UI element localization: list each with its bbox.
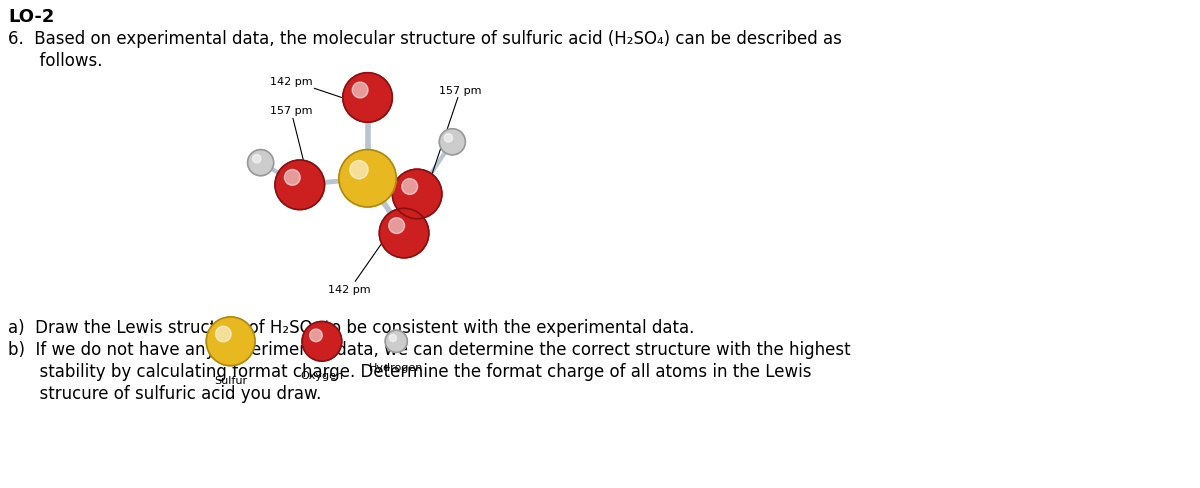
Text: 142 pm: 142 pm xyxy=(270,76,364,106)
Circle shape xyxy=(444,134,452,143)
Circle shape xyxy=(216,326,232,342)
Text: 142 pm: 142 pm xyxy=(329,221,397,295)
Circle shape xyxy=(379,209,428,258)
Text: 157 pm: 157 pm xyxy=(270,106,312,172)
Text: b)  If we do not have any experimental data, we can determine the correct struct: b) If we do not have any experimental da… xyxy=(8,340,851,358)
Circle shape xyxy=(338,150,396,207)
Circle shape xyxy=(439,129,466,156)
Circle shape xyxy=(284,170,300,186)
Circle shape xyxy=(310,329,323,342)
Circle shape xyxy=(275,161,324,210)
Text: Hydrogen: Hydrogen xyxy=(370,362,424,372)
Circle shape xyxy=(389,335,396,342)
Circle shape xyxy=(352,83,368,99)
Text: Oxygen: Oxygen xyxy=(300,370,343,381)
Text: a)  Draw the Lewis structure of H₂SO₄ to be consistent with the experimental dat: a) Draw the Lewis structure of H₂SO₄ to … xyxy=(8,318,695,336)
Text: Sulfur: Sulfur xyxy=(214,375,247,385)
Text: strucure of sulfuric acid you draw.: strucure of sulfuric acid you draw. xyxy=(8,384,322,402)
Circle shape xyxy=(252,155,260,163)
Circle shape xyxy=(343,74,392,123)
Circle shape xyxy=(247,150,274,176)
Text: follows.: follows. xyxy=(8,52,102,70)
Circle shape xyxy=(206,317,256,366)
Circle shape xyxy=(385,330,407,353)
Circle shape xyxy=(402,179,418,195)
Text: 157 pm: 157 pm xyxy=(430,85,481,182)
Text: LO-2: LO-2 xyxy=(8,8,54,26)
Text: stability by calculating format charge. Determine the format charge of all atoms: stability by calculating format charge. … xyxy=(8,362,811,380)
Circle shape xyxy=(389,218,404,234)
Circle shape xyxy=(349,161,368,180)
Circle shape xyxy=(392,170,442,219)
Circle shape xyxy=(302,322,342,362)
Text: 6.  Based on experimental data, the molecular structure of sulfuric acid (H₂SO₄): 6. Based on experimental data, the molec… xyxy=(8,30,842,48)
